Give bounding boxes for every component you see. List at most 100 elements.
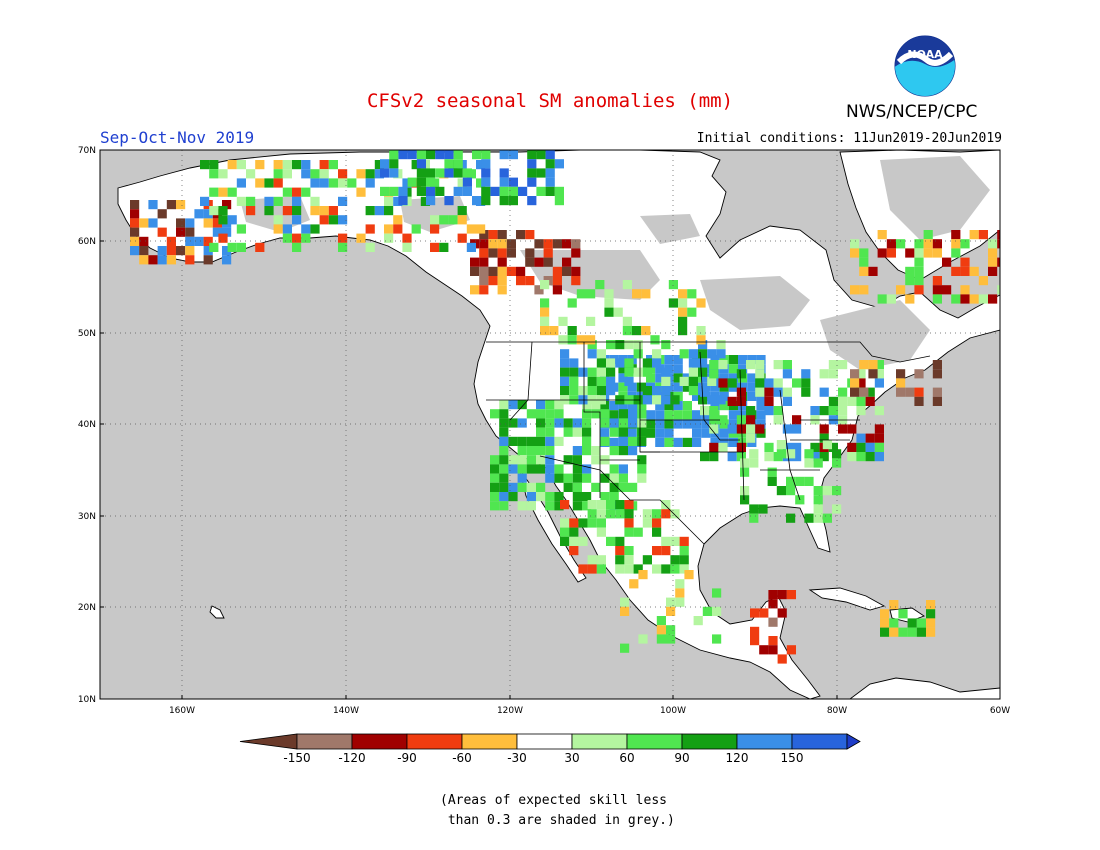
anomaly-cell xyxy=(282,233,292,243)
anomaly-cell xyxy=(525,230,535,240)
anomaly-cell xyxy=(969,230,979,240)
anomaly-cell xyxy=(576,335,586,345)
noaa-logo-text: NOAA xyxy=(907,48,943,61)
anomaly-cell xyxy=(923,230,933,240)
anomaly-cell xyxy=(750,626,760,636)
anomaly-cell xyxy=(728,373,738,383)
anomaly-cell xyxy=(527,168,537,178)
anomaly-cell xyxy=(678,326,688,336)
anomaly-cell xyxy=(889,600,899,610)
anomaly-cell xyxy=(516,266,526,276)
anomaly-cell xyxy=(859,285,869,295)
anomaly-cell xyxy=(292,160,302,170)
anomaly-cell xyxy=(877,248,887,258)
anomaly-cell xyxy=(571,266,581,276)
colorbar-label: 90 xyxy=(674,751,689,765)
anomaly-cell xyxy=(655,364,665,374)
anomaly-cell xyxy=(609,437,619,447)
anomaly-cell xyxy=(554,436,564,446)
anomaly-cell xyxy=(444,168,454,178)
anomaly-cell xyxy=(615,564,625,574)
anomaly-cell xyxy=(960,257,970,267)
anomaly-cell xyxy=(670,555,680,565)
anomaly-cell xyxy=(997,230,1000,240)
anomaly-cell xyxy=(828,396,838,406)
anomaly-cell xyxy=(738,364,748,374)
anomaly-cell xyxy=(587,564,597,574)
anomaly-cell xyxy=(675,588,685,598)
anomaly-cell xyxy=(600,409,610,419)
anomaly-cell xyxy=(764,378,774,388)
anomaly-cell xyxy=(905,248,915,258)
anomaly-cell xyxy=(615,500,625,510)
anomaly-cell xyxy=(552,276,562,286)
anomaly-cell xyxy=(604,298,614,308)
anomaly-cell xyxy=(609,427,619,437)
anomaly-cell xyxy=(768,645,778,655)
anomaly-cell xyxy=(292,215,302,225)
anomaly-cell xyxy=(499,492,509,502)
anomaly-cell xyxy=(889,618,899,628)
anomaly-cell xyxy=(435,168,445,178)
anomaly-cell xyxy=(148,255,158,265)
anomaly-cell xyxy=(932,276,942,286)
anomaly-cell xyxy=(926,618,936,628)
anomaly-cell xyxy=(606,340,616,350)
anomaly-cell xyxy=(988,257,998,267)
anomaly-cell xyxy=(236,224,246,234)
anomaly-cell xyxy=(642,555,652,565)
anomaly-cell xyxy=(227,187,237,197)
anomaly-cell xyxy=(615,555,625,565)
anomaly-cell xyxy=(642,395,652,405)
anomaly-cell xyxy=(203,236,213,246)
footnote-line-2: than 0.3 are shaded in grey.) xyxy=(440,813,675,828)
anomaly-cell xyxy=(736,387,746,397)
anomaly-cell xyxy=(782,396,792,406)
anomaly-cell xyxy=(923,248,933,258)
anomaly-cell xyxy=(536,418,546,428)
anomaly-cell xyxy=(497,266,507,276)
anomaly-cell xyxy=(587,376,597,386)
anomaly-cell xyxy=(684,570,694,580)
anomaly-cell xyxy=(416,168,426,178)
anomaly-cell xyxy=(666,634,676,644)
anomaly-cell xyxy=(969,294,979,304)
colorbar-label: 30 xyxy=(564,751,579,765)
anomaly-cell xyxy=(615,340,625,350)
anomaly-cell xyxy=(540,280,550,290)
anomaly-cell xyxy=(618,373,628,383)
anomaly-cell xyxy=(517,446,527,456)
anomaly-cell xyxy=(435,186,445,196)
anomaly-cell xyxy=(430,224,440,234)
anomaly-cell xyxy=(563,482,573,492)
anomaly-cell xyxy=(698,349,708,359)
anomaly-cell xyxy=(874,452,884,462)
anomaly-cell xyxy=(338,242,348,252)
anomaly-cell xyxy=(499,168,509,178)
lat-label: 20N xyxy=(78,603,96,613)
anomaly-cell xyxy=(801,369,811,379)
anomaly-cell xyxy=(609,473,619,483)
anomaly-cell xyxy=(673,419,683,429)
season-label: Sep-Oct-Nov 2019 xyxy=(100,128,255,147)
anomaly-cell xyxy=(736,396,746,406)
anomaly-cell xyxy=(572,492,582,502)
anomaly-cell xyxy=(926,600,936,610)
anomaly-cell xyxy=(582,436,592,446)
anomaly-cell xyxy=(130,246,140,256)
anomaly-cell xyxy=(560,500,570,510)
anomaly-cell xyxy=(426,186,436,196)
anomaly-cell xyxy=(426,168,436,178)
anomaly-cell xyxy=(176,218,186,228)
anomaly-cell xyxy=(709,452,719,462)
anomaly-cell xyxy=(209,169,219,179)
anomaly-cell xyxy=(932,239,942,249)
anomaly-cell xyxy=(661,500,671,510)
anomaly-cell xyxy=(338,169,348,179)
lon-label: 120W xyxy=(497,706,523,716)
anomaly-cell xyxy=(638,634,648,644)
anomaly-cell xyxy=(560,518,570,528)
anomaly-cell xyxy=(618,473,628,483)
anomaly-cell xyxy=(756,355,766,365)
anomaly-cell xyxy=(466,224,476,234)
